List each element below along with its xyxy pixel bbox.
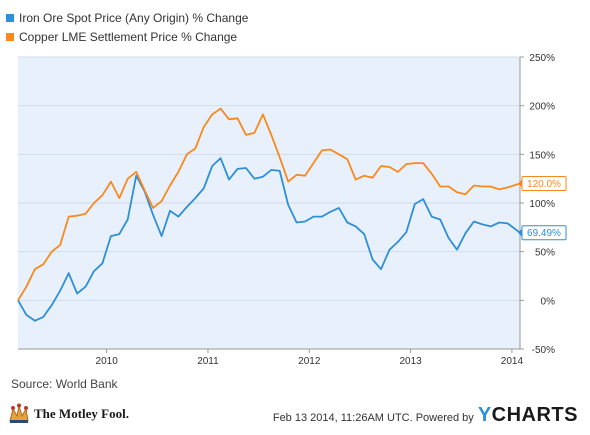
y-tick-label: 50% bbox=[535, 248, 555, 259]
source-note: Source: World Bank bbox=[11, 377, 118, 391]
axes bbox=[18, 56, 524, 353]
series-layer bbox=[17, 107, 521, 322]
legend: Iron Ore Spot Price (Any Origin) % Chang… bbox=[6, 8, 248, 46]
logo-text: The Motley Fool. bbox=[34, 406, 129, 421]
footer-timestamp: Feb 13 2014, 11:26AM UTC. Powered by bbox=[272, 412, 474, 424]
end-label-copper: 120.0% bbox=[518, 176, 567, 192]
y-tick-label: 150% bbox=[529, 150, 555, 161]
ycharts-logo[interactable]: YCHARTS bbox=[478, 404, 578, 427]
y-tick-label: 100% bbox=[529, 199, 555, 210]
y-tick-label: 200% bbox=[529, 102, 555, 113]
x-tick-label: 2013 bbox=[399, 356, 422, 367]
motley-fool-logo[interactable]: The Motley Fool. bbox=[8, 403, 129, 425]
end-label-pointer bbox=[518, 228, 522, 237]
end-labels: 69.49% 120.0% bbox=[518, 176, 567, 241]
x-tick-label: 2012 bbox=[298, 356, 321, 367]
series-line-copper[interactable] bbox=[17, 107, 521, 301]
ycharts-logo-rest: CHARTS bbox=[491, 404, 578, 426]
x-tick-label: 2010 bbox=[96, 356, 119, 367]
end-label-iron-ore: 69.49% bbox=[518, 225, 567, 241]
legend-swatch-iron-ore bbox=[6, 13, 14, 22]
series-line-iron-ore[interactable] bbox=[17, 157, 521, 322]
y-tick-label: -50% bbox=[532, 345, 555, 356]
end-label-text: 69.49% bbox=[527, 228, 561, 239]
tick-labels: 250% 200% 150% 100% 50% 0% -50% 2010 2011 2012 201… bbox=[96, 53, 556, 367]
footer: Feb 13 2014, 11:26AM UTC. Powered by YCH… bbox=[273, 404, 578, 427]
end-label-pointer bbox=[518, 179, 522, 188]
legend-label-copper: Copper LME Settlement Price % Change bbox=[19, 29, 238, 44]
ycharts-logo-y: Y bbox=[477, 404, 492, 426]
legend-label-iron-ore: Iron Ore Spot Price (Any Origin) % Chang… bbox=[19, 10, 249, 25]
y-tick-label: 0% bbox=[541, 296, 556, 307]
y-tick-label: 250% bbox=[529, 53, 555, 64]
end-label-text: 120.0% bbox=[527, 179, 561, 190]
jester-hat-icon bbox=[9, 403, 29, 423]
legend-item-iron-ore[interactable]: Iron Ore Spot Price (Any Origin) % Chang… bbox=[6, 8, 248, 27]
legend-item-copper[interactable]: Copper LME Settlement Price % Change bbox=[6, 27, 248, 46]
legend-swatch-copper bbox=[6, 32, 14, 41]
x-tick-label: 2011 bbox=[197, 356, 219, 367]
x-tick-label: 2014 bbox=[501, 356, 524, 367]
